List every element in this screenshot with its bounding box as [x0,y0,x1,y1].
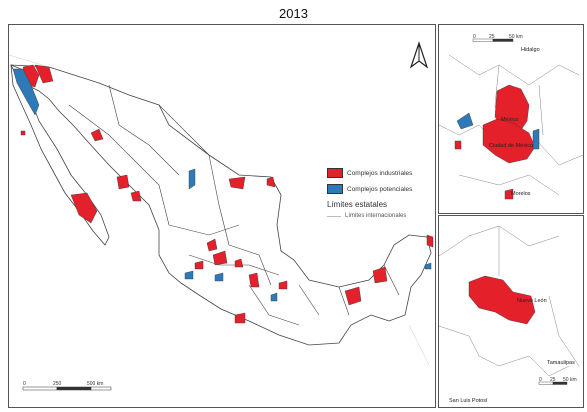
scale-tick: 0 [539,377,542,383]
scale-tick: 50 km [509,34,523,40]
page-title: 2013 [279,6,308,21]
legend: Complejos industriales Complejos potenci… [327,168,435,219]
scale-tick: 250 [53,381,62,387]
potential-complex [214,272,224,282]
inset-map-center[interactable]: Hidalgo México Ciudad de México Morelos … [438,24,584,214]
industrial-complex [206,238,218,252]
inset-potential [456,112,540,150]
legend-heading: Límites estatales [327,200,388,209]
legend-swatch-potential [327,184,343,194]
label-nuevo-leon: Nuevo León [517,298,547,304]
industrial-complex [372,266,388,284]
country-outline [10,64,432,346]
scale-tick: 25 [550,377,556,383]
legend-item-potential: Complejos potenciales [327,184,435,194]
baja-california [10,64,110,246]
mexico-map: 0 250 500 km [9,41,434,391]
north-arrow-icon [409,41,429,69]
industrial-complex [278,280,288,290]
inset-industrial [468,275,536,325]
inset-center-svg: Hidalgo México Ciudad de México Morelos … [439,34,583,200]
potential-complex [184,270,194,280]
industrial-complex [248,272,260,288]
scale-tick: 25 [489,34,495,40]
legend-line-swatch [327,215,341,217]
label-hidalgo: Hidalgo [521,47,540,53]
industrial-complex [426,234,434,248]
industrial-complex [130,190,142,202]
potential-complex [12,68,40,116]
industrial-complexes [20,64,434,324]
potential-complex [188,168,196,190]
potential-complex [456,112,474,130]
potential-complex [270,292,278,302]
industrial-complex [70,192,98,224]
inset-north-svg: Nuevo León Tamaulipas San Luis Potosí 0 … [439,225,580,404]
inset-scale-bar: 0 25 50 km [472,34,523,42]
inset-industrial [454,84,536,200]
label-ciudad-de-mexico: Ciudad de México [489,143,533,149]
legend-item-industrial: Complejos industriales [327,168,435,178]
potential-complex [424,262,432,270]
industrial-complex [266,176,276,188]
main-map[interactable]: 0 250 500 km Complejos industriales Comp… [8,24,436,408]
inset-borders [439,225,580,377]
potential-complexes [12,68,432,302]
legend-swatch-industrial [327,168,343,178]
industrial-complex [228,176,246,190]
industrial-complex [194,260,204,270]
label-san-luis-potosi: San Luis Potosí [449,398,488,404]
inset-scale-bar: 0 25 50 km [538,377,577,385]
scale-tick: 500 km [87,381,103,387]
industrial-complex [504,188,514,200]
industrial-complex [90,128,104,142]
scale-tick: 50 km [563,377,577,383]
industrial-complex [212,250,228,266]
international-borders [9,54,430,366]
legend-label-potential: Complejos potenciales [347,185,413,193]
industrial-complex [234,258,244,268]
potential-complex [532,128,540,150]
industrial-complex [468,275,536,325]
inset-map-north[interactable]: Nuevo León Tamaulipas San Luis Potosí 0 … [438,215,584,408]
legend-item-international: Límites internacionales [327,213,435,219]
industrial-complex [34,64,54,84]
industrial-complex [454,140,462,150]
scale-tick: 0 [473,34,476,40]
industrial-complex [116,174,130,190]
industrial-complex [234,312,246,324]
legend-label-international: Límites internacionales [345,213,407,219]
industrial-complex [482,118,536,164]
scale-tick: 0 [23,381,26,387]
state-borders [68,84,400,326]
label-mexico: México [501,117,518,123]
industrial-complex [20,130,26,136]
scale-bar: 0 250 500 km [22,381,112,391]
label-tamaulipas: Tamaulipas [547,360,575,366]
industrial-complex [344,286,362,306]
legend-label-industrial: Complejos industriales [347,169,413,177]
label-morelos: Morelos [511,191,531,197]
